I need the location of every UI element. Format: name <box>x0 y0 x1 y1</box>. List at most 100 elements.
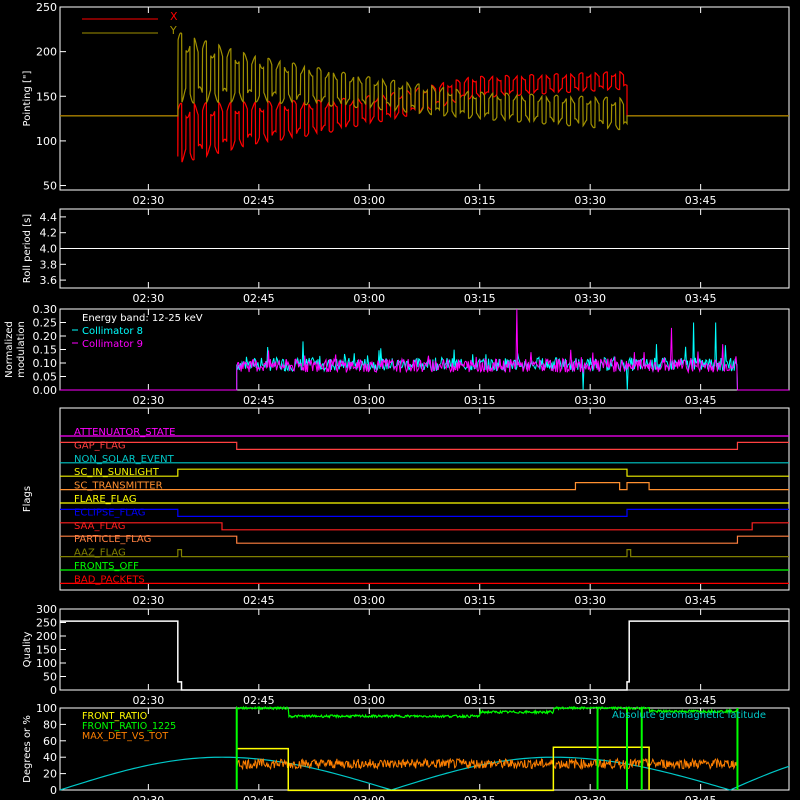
y-tick-label: 100 <box>36 702 57 715</box>
y-tick-label: 0.00 <box>33 384 58 397</box>
y-axis-label: Degrees or % <box>22 715 33 783</box>
y-tick-label: 3.8 <box>40 258 58 271</box>
y-tick-label: 250 <box>36 1 57 14</box>
flag-label: ECLIPSE_FLAG <box>74 507 145 518</box>
series-line-y <box>60 32 789 131</box>
flag-label: BAD_PACKETS <box>74 574 145 585</box>
flag-line <box>60 508 789 517</box>
x-tick-label: 03:00 <box>353 292 385 305</box>
pointing-panel: 02:30 02:45 03:00 03:15 03:30 03:45 50 100 150 20… <box>22 1 790 207</box>
flag-line <box>60 535 789 544</box>
x-tick-label: 03:45 <box>685 594 717 607</box>
x-tick-label: 03:00 <box>353 794 385 800</box>
x-tick-label: 02:45 <box>243 194 275 207</box>
legend-label: Collimator 8 <box>82 326 143 337</box>
y-tick-label: 50 <box>43 180 57 193</box>
x-tick-label: 03:00 <box>353 694 385 707</box>
y-axis-label: Normalized <box>4 321 15 378</box>
legend-label: MAX_DET_VS_TOT <box>82 731 168 742</box>
flag-line <box>60 549 789 558</box>
x-tick-label: 03:45 <box>685 394 717 407</box>
y-axis-label: Flags <box>22 486 33 512</box>
quality-panel: 02:30 02:45 03:00 03:15 03:30 03:450501001502… <box>22 603 790 707</box>
y-tick-label: 150 <box>36 644 57 657</box>
x-tick-label: 02:30 <box>133 194 165 207</box>
legend-label: Y <box>169 24 177 37</box>
x-tick-label: 03:30 <box>574 794 606 800</box>
flag-label: GAP_FLAG <box>74 440 126 451</box>
flag-label: ATTENUATOR_STATE <box>74 427 175 438</box>
y-tick-label: 0.30 <box>33 303 58 316</box>
x-tick-label: 02:45 <box>243 794 275 800</box>
flag-label: SC_IN_SUNLIGHT <box>74 467 160 478</box>
y-tick-label: 200 <box>36 630 57 643</box>
y-axis-label: Quality <box>22 632 33 668</box>
y-axis-label: modulation <box>16 321 27 378</box>
ratio-panel: 02:30 02:45 03:00 03:15 03:30 03:45 0 20 40 60 80 1… <box>22 702 790 800</box>
x-tick-label: 03:45 <box>685 694 717 707</box>
series-line-front-ratio-1225 <box>236 705 739 791</box>
x-tick-label: 03:45 <box>685 794 717 800</box>
y-tick-label: 3.6 <box>40 274 58 287</box>
y-tick-label: 40 <box>43 751 57 764</box>
x-tick-label: 03:15 <box>464 394 496 407</box>
y-tick-label: 0.20 <box>33 330 58 343</box>
y-tick-label: 0.25 <box>33 317 58 330</box>
series-line-collimator-9 <box>60 308 789 391</box>
geomag-annotation: Absolute geomagnetic latitude <box>612 710 766 721</box>
y-tick-label: 150 <box>36 90 57 103</box>
roll-period-panel: 02:30 02:45 03:00 03:15 03:30 03:45 3.6 3.8 4.0 4… <box>22 208 790 305</box>
legend-title: Energy band: 12-25 keV <box>82 313 203 324</box>
y-tick-label: 0.10 <box>33 357 58 370</box>
y-tick-label: 60 <box>43 735 57 748</box>
flags-panel: 02:30 02:45 03:00 03:15 03:30 03:45 Flags ATTEN… <box>22 407 790 607</box>
x-tick-label: 02:45 <box>243 694 275 707</box>
x-tick-label: 03:15 <box>464 194 496 207</box>
flag-line <box>60 522 789 531</box>
x-tick-label: 03:30 <box>574 194 606 207</box>
flag-label: NON_SOLAR_EVENT <box>74 454 175 465</box>
series-line-front-ratio <box>235 746 650 792</box>
x-tick-label: 02:45 <box>243 594 275 607</box>
y-tick-label: 100 <box>36 657 57 670</box>
x-tick-label: 03:30 <box>574 394 606 407</box>
y-tick-label: 4.2 <box>40 227 58 240</box>
x-tick-label: 03:45 <box>685 194 717 207</box>
flag-label: SC_TRANSMITTER <box>74 481 163 492</box>
x-tick-label: 03:30 <box>574 594 606 607</box>
flag-line <box>60 441 789 450</box>
y-tick-label: 4.0 <box>40 243 58 256</box>
plot-frame <box>59 6 790 191</box>
y-tick-label: 0 <box>50 784 57 797</box>
x-tick-label: 02:30 <box>133 794 165 800</box>
legend-label: X <box>170 10 178 23</box>
legend-label: Collimator 9 <box>82 339 143 350</box>
flag-label: AAZ_FLAG <box>74 548 126 559</box>
y-tick-label: 0.15 <box>33 344 58 357</box>
flag-line <box>60 482 789 491</box>
y-tick-label: 200 <box>36 46 57 59</box>
x-tick-label: 03:15 <box>464 694 496 707</box>
y-axis-label: Pointing ["] <box>22 70 33 126</box>
flag-label: SAA_FLAG <box>74 521 125 532</box>
series-line-x <box>60 70 789 163</box>
x-tick-label: 03:15 <box>464 292 496 305</box>
y-tick-label: 4.4 <box>40 211 58 224</box>
flag-line <box>60 468 789 477</box>
x-tick-label: 03:15 <box>464 594 496 607</box>
series-line-max-det-vs-tot <box>236 757 738 791</box>
series-line-geomag-latitude <box>59 756 790 791</box>
flag-label: FRONTS_OFF <box>74 561 139 572</box>
x-tick-label: 03:00 <box>353 394 385 407</box>
x-tick-label: 02:30 <box>133 394 165 407</box>
x-tick-label: 02:45 <box>243 394 275 407</box>
x-tick-label: 03:15 <box>464 794 496 800</box>
x-tick-label: 02:45 <box>243 292 275 305</box>
flag-label: PARTICLE_FLAG <box>74 534 151 545</box>
y-tick-label: 20 <box>43 768 57 781</box>
x-tick-label: 03:00 <box>353 594 385 607</box>
legend-label: FRONT_RATIO_1225 <box>82 721 176 732</box>
quality-line <box>60 620 789 691</box>
x-tick-label: 02:30 <box>133 292 165 305</box>
